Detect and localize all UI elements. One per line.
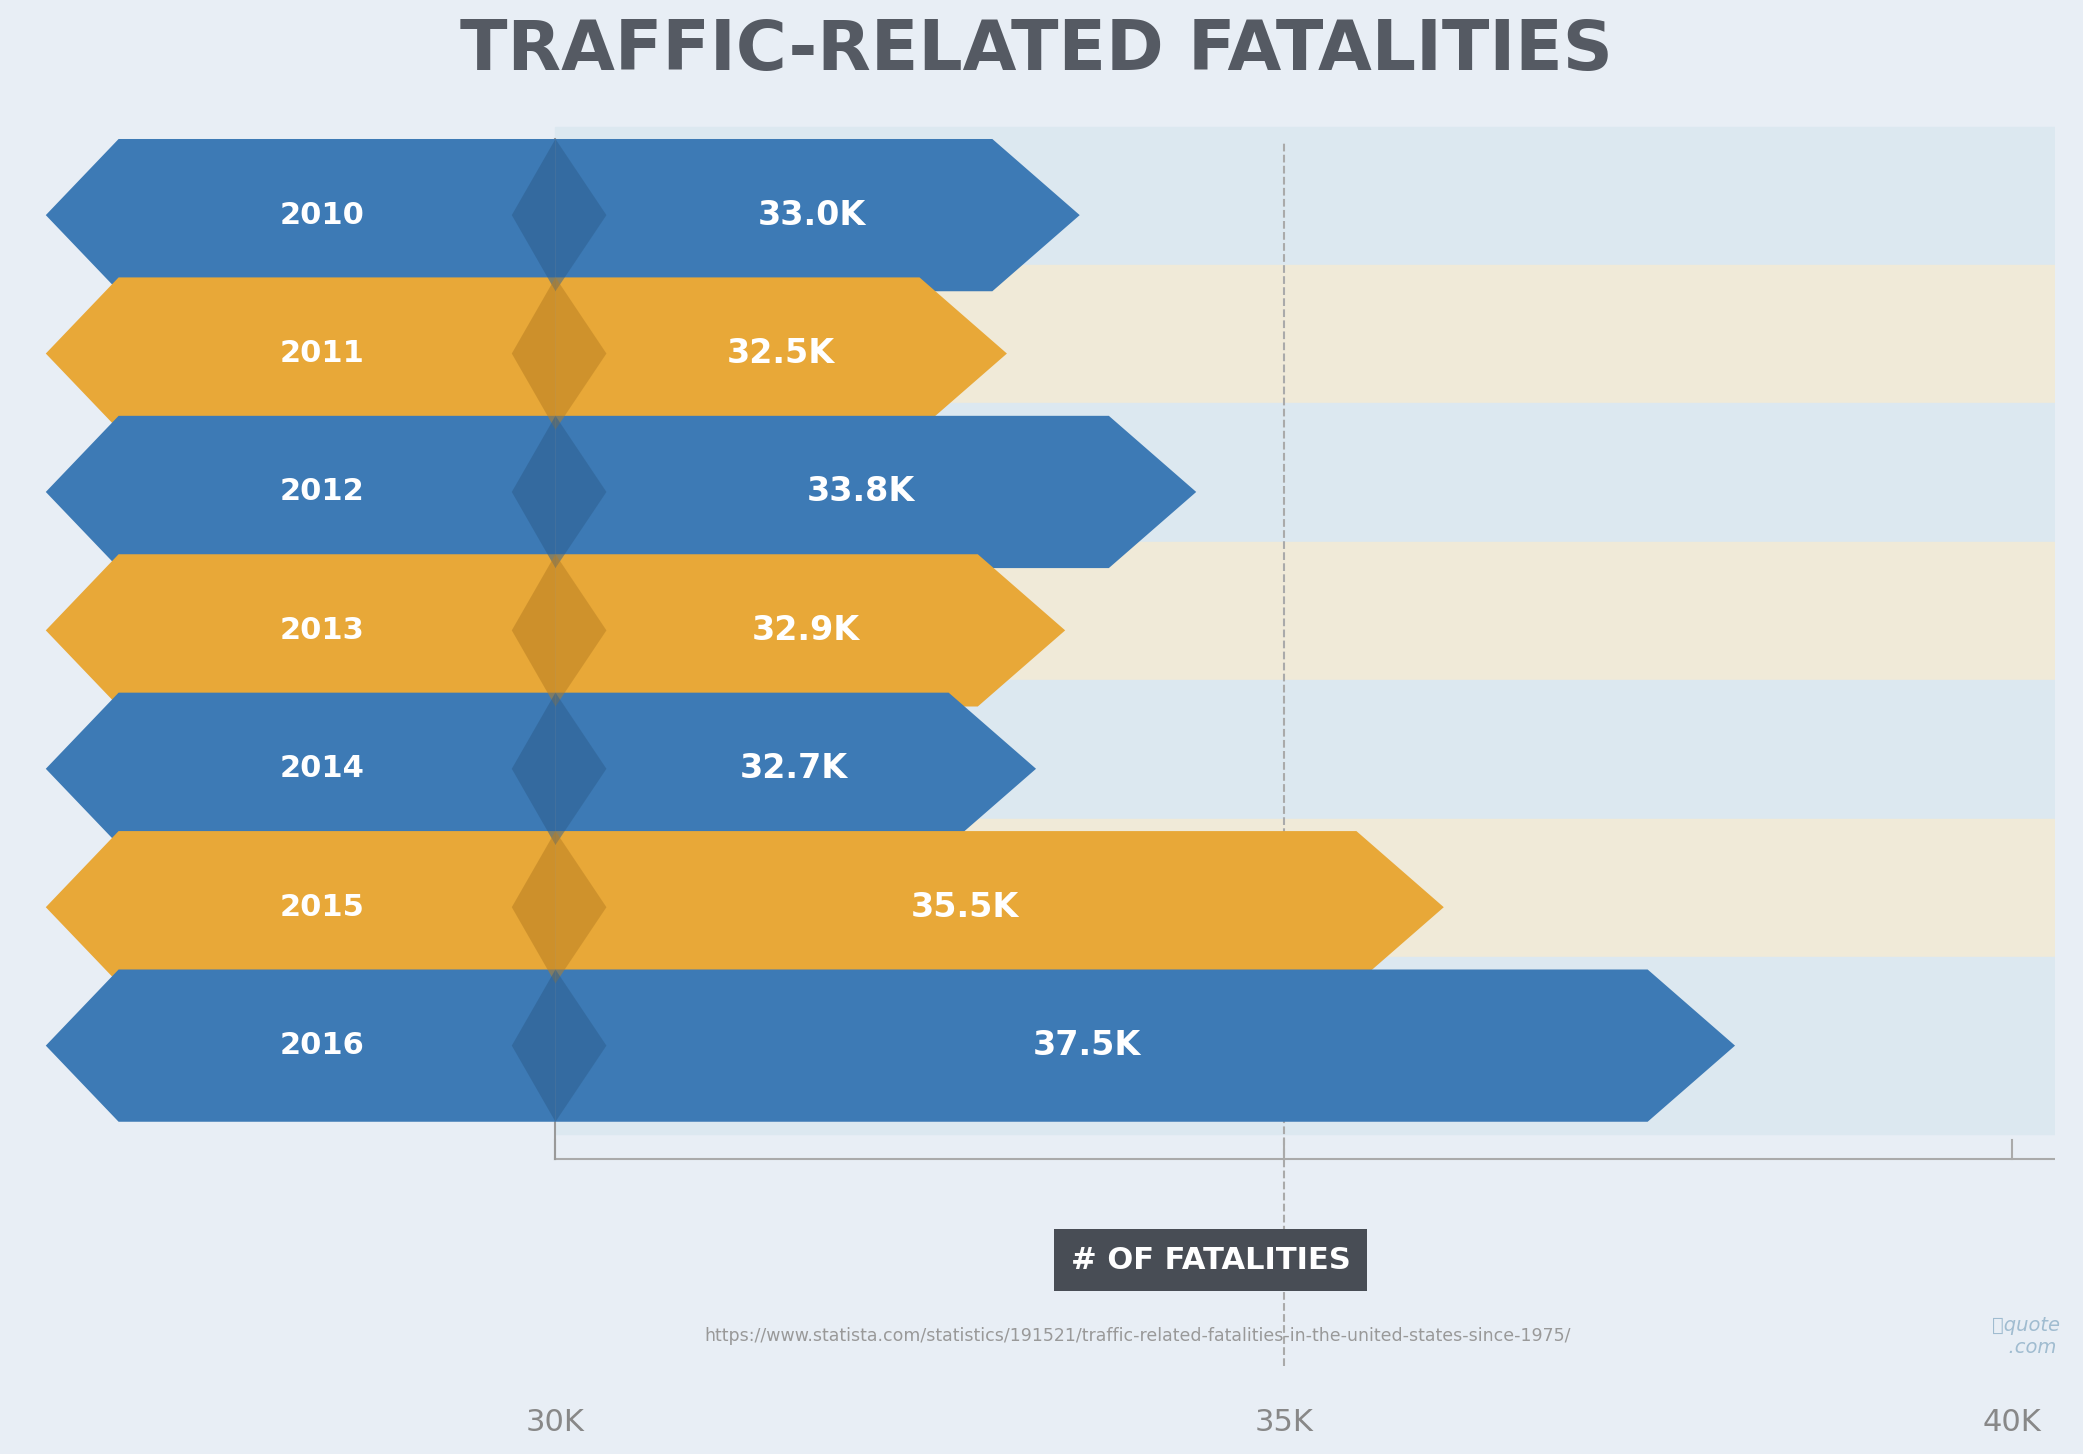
- Text: 2015: 2015: [279, 893, 365, 922]
- Polygon shape: [512, 554, 556, 707]
- Polygon shape: [46, 692, 556, 845]
- Text: 2013: 2013: [279, 616, 365, 646]
- Polygon shape: [556, 832, 606, 983]
- Polygon shape: [46, 416, 556, 569]
- Polygon shape: [512, 832, 556, 983]
- Text: 32.5K: 32.5K: [727, 337, 835, 369]
- Text: 32.7K: 32.7K: [739, 752, 848, 785]
- Bar: [556, 957, 2083, 1134]
- Text: 33.8K: 33.8K: [806, 475, 914, 509]
- Bar: [556, 819, 2083, 996]
- Title: TRAFFIC-RELATED FATALITIES: TRAFFIC-RELATED FATALITIES: [460, 16, 1612, 84]
- Polygon shape: [556, 140, 606, 291]
- Polygon shape: [512, 692, 556, 845]
- Text: Ⓡquote
  .com: Ⓡquote .com: [1991, 1316, 2060, 1357]
- Polygon shape: [556, 416, 1196, 569]
- Polygon shape: [512, 278, 556, 430]
- Polygon shape: [556, 832, 1444, 983]
- Bar: [556, 126, 2083, 304]
- Polygon shape: [556, 970, 606, 1121]
- Text: 37.5K: 37.5K: [1033, 1029, 1141, 1061]
- Text: 2014: 2014: [279, 755, 365, 784]
- Polygon shape: [46, 970, 556, 1121]
- Bar: [556, 403, 2083, 580]
- Polygon shape: [512, 416, 556, 569]
- Polygon shape: [556, 140, 1079, 291]
- Bar: [556, 680, 2083, 858]
- Text: 33.0K: 33.0K: [758, 199, 867, 231]
- Text: 2016: 2016: [279, 1031, 365, 1060]
- Text: https://www.statista.com/statistics/191521/traffic-related-fatalities-in-the-uni: https://www.statista.com/statistics/1915…: [704, 1328, 1571, 1345]
- Polygon shape: [556, 692, 606, 845]
- Polygon shape: [556, 692, 1035, 845]
- Polygon shape: [512, 970, 556, 1121]
- Polygon shape: [46, 278, 556, 430]
- Text: 32.9K: 32.9K: [752, 614, 860, 647]
- Polygon shape: [512, 140, 556, 291]
- Text: 35.5K: 35.5K: [910, 891, 1019, 923]
- Polygon shape: [556, 554, 606, 707]
- Bar: [556, 265, 2083, 442]
- Bar: [556, 542, 2083, 718]
- Polygon shape: [46, 832, 556, 983]
- Polygon shape: [556, 554, 1064, 707]
- Polygon shape: [46, 554, 556, 707]
- Text: 2012: 2012: [279, 477, 365, 506]
- Text: 2011: 2011: [279, 339, 365, 368]
- Polygon shape: [556, 416, 606, 569]
- Polygon shape: [556, 278, 1006, 430]
- Polygon shape: [556, 970, 1735, 1121]
- Text: 2010: 2010: [279, 201, 365, 230]
- Polygon shape: [46, 140, 556, 291]
- Text: # OF FATALITIES: # OF FATALITIES: [1071, 1246, 1350, 1275]
- Polygon shape: [556, 278, 606, 430]
